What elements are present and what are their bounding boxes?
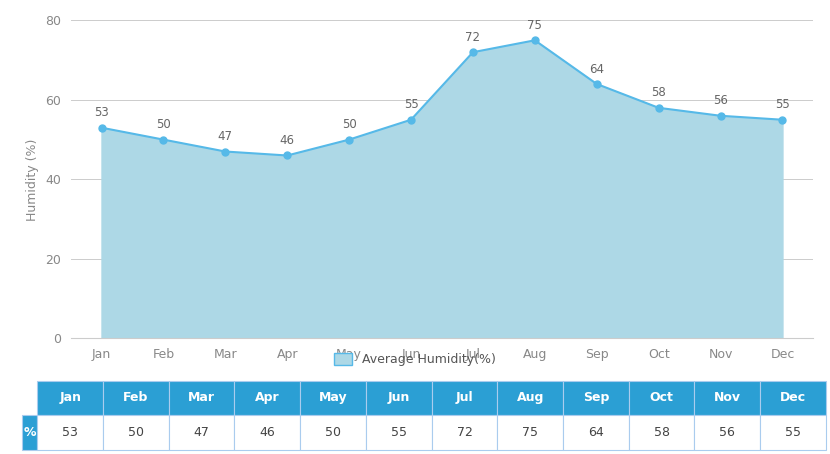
- Text: 56: 56: [713, 94, 728, 108]
- Text: 75: 75: [527, 19, 542, 32]
- Text: 64: 64: [589, 63, 604, 76]
- Legend: Average Humidity(%): Average Humidity(%): [329, 348, 501, 371]
- Text: 58: 58: [652, 87, 666, 99]
- Text: 47: 47: [217, 130, 232, 143]
- Text: 53: 53: [94, 106, 109, 119]
- Text: 46: 46: [280, 134, 295, 147]
- Y-axis label: Humidity (%): Humidity (%): [27, 138, 39, 221]
- Text: 72: 72: [466, 31, 481, 44]
- Text: 50: 50: [156, 118, 171, 131]
- Text: 55: 55: [775, 99, 790, 111]
- Text: 50: 50: [342, 118, 357, 131]
- Text: 55: 55: [403, 99, 418, 111]
